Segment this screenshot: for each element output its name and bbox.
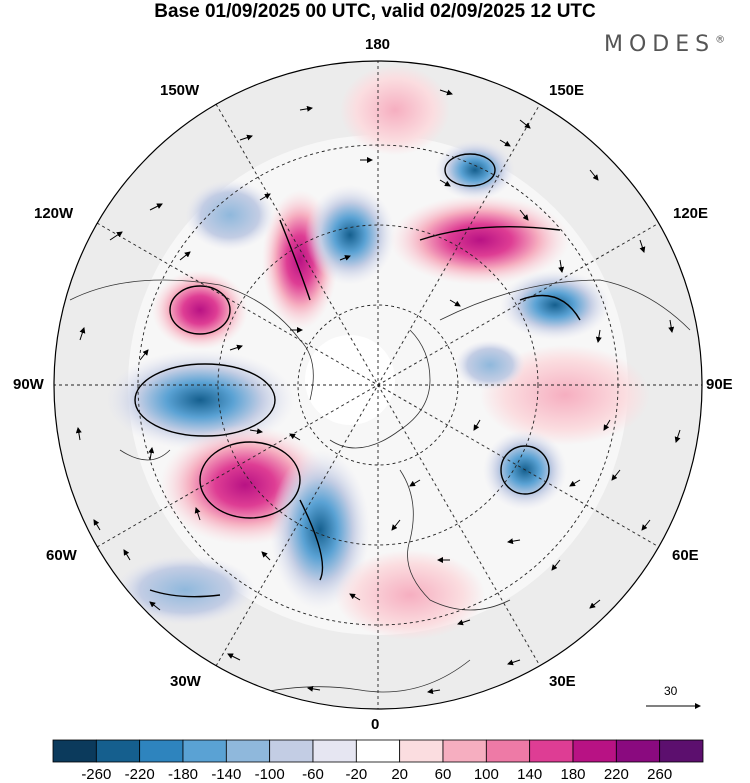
colorbar-label: 20: [391, 766, 408, 783]
lon-label-150e: 150E: [549, 82, 585, 99]
colorbar-segment: [355, 739, 401, 763]
anomaly-europe-pink: [335, 550, 485, 640]
colorbar-segment: [139, 739, 184, 763]
lon-label-150w: 150W: [160, 82, 200, 99]
anomaly-bering-blue: [185, 180, 275, 250]
lon-label-180: 180: [365, 36, 391, 53]
lon-label-30w: 30W: [170, 673, 201, 690]
wind-vectors: [75, 89, 681, 695]
lon-label-30e: 30E: [549, 673, 576, 690]
colorbar-label: 180: [560, 766, 586, 783]
colorbar-label: 260: [647, 766, 673, 783]
map-title: Base 01/09/2025 00 UTC, valid 02/09/2025…: [154, 1, 596, 22]
lon-label-120e: 120E: [673, 205, 709, 222]
colorbar-segment: [182, 739, 227, 763]
anomaly-atlantic-blue: [270, 450, 370, 610]
anomaly-pacific-ne: [152, 270, 248, 350]
colorbar-label: -220: [124, 766, 155, 783]
colorbar-segment: [225, 739, 271, 763]
anomaly-kara-blue: [455, 340, 525, 390]
modes-logo: MODES®: [604, 32, 726, 57]
map-boundary: [53, 60, 703, 710]
colorbar-label: 220: [603, 766, 629, 783]
colorbar-segment: [529, 739, 574, 763]
colorbar-label: -100: [254, 766, 285, 783]
anomaly-pacific-blue: [435, 140, 515, 200]
anomaly-asia-blue: [500, 270, 610, 340]
anomaly-south-atlantic-blue: [115, 555, 255, 625]
lon-label-90w: 90W: [13, 376, 44, 393]
colorbar-label: -20: [345, 766, 368, 783]
anomaly-canada-blue: [105, 350, 295, 450]
colorbar-segment: [485, 739, 531, 763]
lon-label-60w: 60W: [46, 547, 77, 564]
anomaly-arctic-blue: [305, 185, 395, 285]
lon-label-0: 0: [371, 716, 380, 733]
colorbar: [52, 739, 704, 763]
colorbar-segment: [95, 739, 141, 763]
colorbar-segment: [572, 739, 617, 763]
wind-scale-label: 30: [664, 684, 678, 698]
colorbar-label: -260: [81, 766, 112, 783]
colorbar-segment: [52, 739, 97, 763]
anomaly-north-pacific-pink: [340, 65, 450, 155]
colorbar-label: -180: [167, 766, 199, 783]
colorbar-label: 60: [434, 766, 452, 783]
colorbar-segment: [399, 739, 444, 763]
graticule: [54, 61, 702, 709]
colorbar-label: -140: [211, 766, 242, 783]
colorbar-segment: [442, 739, 487, 763]
lon-label-60e: 60E: [672, 547, 699, 564]
height-contours: [134, 153, 581, 598]
colorbar-segment: [659, 739, 704, 763]
colorbar-label: 100: [473, 766, 499, 783]
lon-label-90e: 90E: [706, 376, 733, 393]
colorbar-label: -60: [302, 766, 324, 783]
colorbar-segment: [312, 739, 357, 763]
colorbar-segment: [269, 739, 314, 763]
colorbar-segment: [615, 739, 661, 763]
lon-label-120w: 120W: [34, 205, 74, 222]
colorbar-label: 140: [517, 766, 543, 783]
